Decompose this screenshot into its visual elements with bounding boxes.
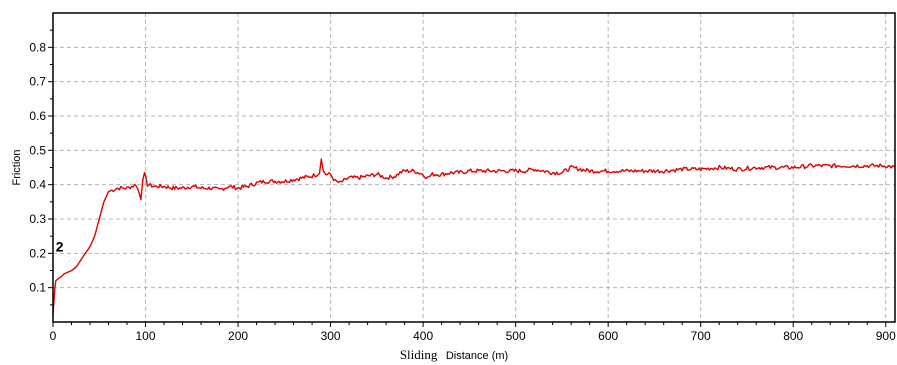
y-tick-label: 0.1 [29, 281, 46, 295]
x-tick-label: 200 [228, 329, 248, 343]
axis-ticks [48, 29, 887, 327]
x-tick-label: 400 [413, 329, 433, 343]
x-axis-title-main: Sliding [400, 347, 438, 362]
x-tick-label: 900 [876, 329, 896, 343]
x-tick-label: 500 [506, 329, 526, 343]
grid-lines [53, 13, 895, 322]
plot-frame [52, 12, 896, 323]
y-tick-label: 0.8 [29, 40, 46, 54]
x-tick-label: 0 [50, 329, 57, 343]
y-tick-label: 0.3 [29, 212, 46, 226]
series-line [52, 158, 896, 316]
x-tick-label: 300 [321, 329, 341, 343]
y-tick-label: 0.6 [29, 109, 46, 123]
x-axis-title-rest: Distance (m) [446, 350, 508, 362]
x-tick-label: 700 [691, 329, 711, 343]
x-tick-label: 100 [136, 329, 156, 343]
y-tick-label: 0.7 [29, 75, 46, 89]
x-tick-label: 800 [783, 329, 803, 343]
y-axis-title: Friction [11, 149, 23, 185]
x-tick-labels: 0 100 200 300 400 500 600 700 800 900 [50, 329, 896, 343]
x-axis-title: Sliding Distance (m) [400, 346, 508, 363]
y-tick-label: 0.2 [29, 246, 46, 260]
y-tick-label: 0.4 [29, 178, 46, 192]
y-tick-label: 0.5 [29, 143, 46, 157]
annotation-label: 2 [56, 238, 64, 254]
x-tick-label: 600 [598, 329, 618, 343]
annotations: 2 [56, 238, 64, 254]
y-tick-labels: 0.1 0.2 0.3 0.4 0.5 0.6 0.7 0.8 [29, 40, 46, 294]
